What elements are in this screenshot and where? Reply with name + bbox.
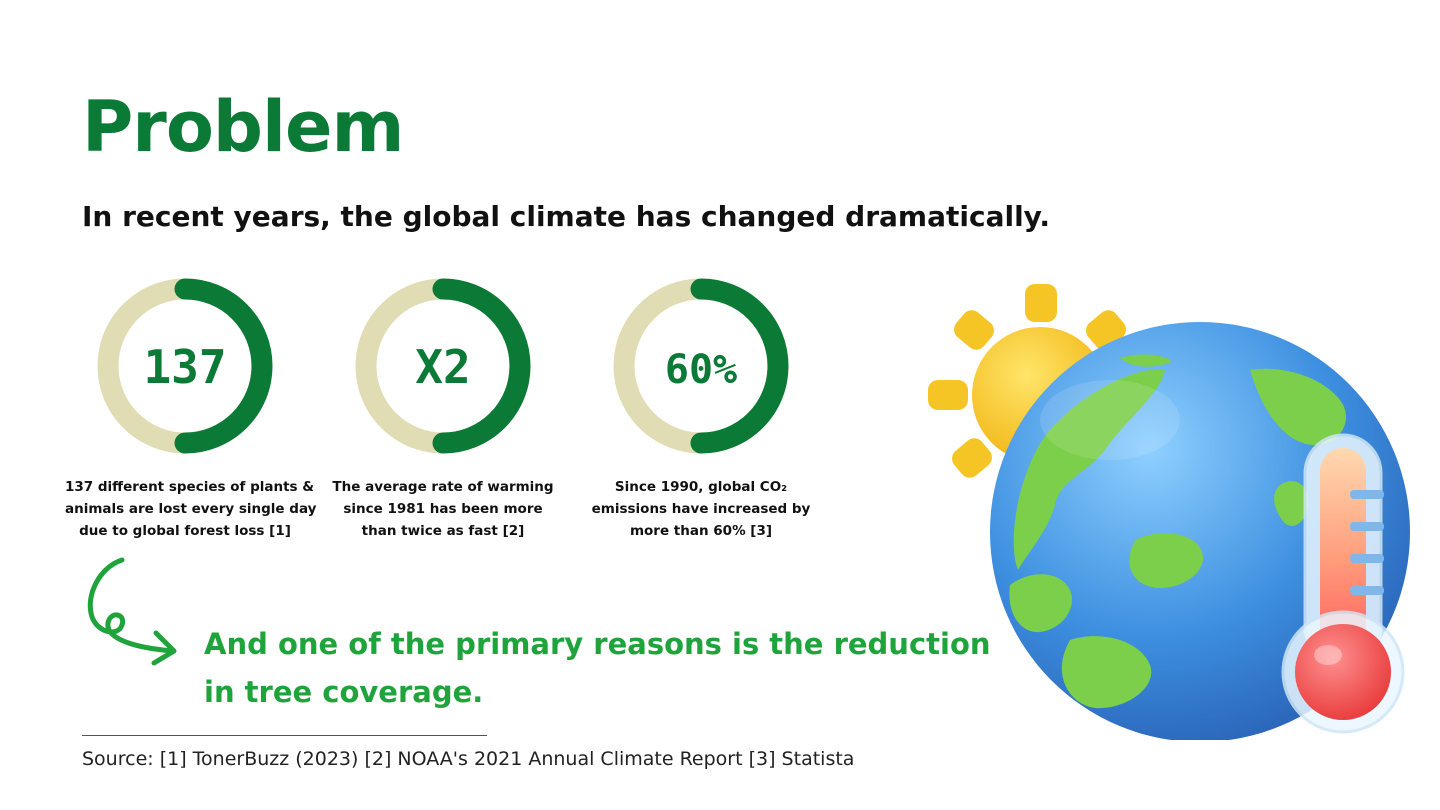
progress-ring-warming: X2 (355, 278, 531, 454)
stat-description-line: Since 1990, global CO₂ (614, 479, 788, 495)
curly-arrow-icon (87, 557, 177, 666)
stat-description-line: due to global forest loss [1] (79, 523, 291, 539)
page-title: Problem (82, 86, 404, 168)
ring-progress (174, 278, 273, 454)
stat-description-line: The average rate of warming (332, 479, 554, 495)
earth-sun-thermometer-icon (928, 284, 1410, 740)
stat-card-species: 137 137 different species of plants & an… (65, 276, 317, 542)
callout-text: And one of the primary reasons is the re… (204, 620, 991, 716)
stat-description-line: more than 60% [3] (629, 523, 773, 539)
ring-progress (432, 278, 531, 454)
stat-value: X2 (415, 340, 470, 394)
progress-ring-emissions: 60% (613, 278, 789, 454)
source-citation: Source: [1] TonerBuzz (2023) [2] NOAA's … (82, 748, 855, 770)
callout-line: in tree coverage. (204, 675, 484, 709)
progress-ring-species: 137 (97, 278, 273, 454)
stat-description-line: emissions have increased by (591, 501, 811, 517)
page-subtitle: In recent years, the global climate has … (82, 200, 1050, 233)
source-divider (82, 735, 487, 736)
stat-card-emissions: 60% Since 1990, global CO₂ emissions hav… (581, 276, 821, 542)
stat-description-line: than twice as fast [2] (361, 523, 525, 539)
stat-description: 137 different species of plants & animal… (65, 476, 317, 542)
stat-description-line: since 1981 has been more (343, 501, 543, 517)
stat-value: 60% (665, 347, 737, 393)
callout-line: And one of the primary reasons is the re… (204, 627, 991, 661)
stat-description: The average rate of warming since 1981 h… (323, 476, 563, 542)
stat-description: Since 1990, global CO₂ emissions have in… (581, 476, 821, 542)
stat-description-line: 137 different species of plants & (65, 479, 315, 495)
ring-progress (690, 278, 789, 454)
stat-card-warming: X2 The average rate of warming since 198… (323, 276, 563, 542)
stat-description-line: animals are lost every single day (65, 501, 317, 517)
stat-value: 137 (143, 340, 226, 394)
